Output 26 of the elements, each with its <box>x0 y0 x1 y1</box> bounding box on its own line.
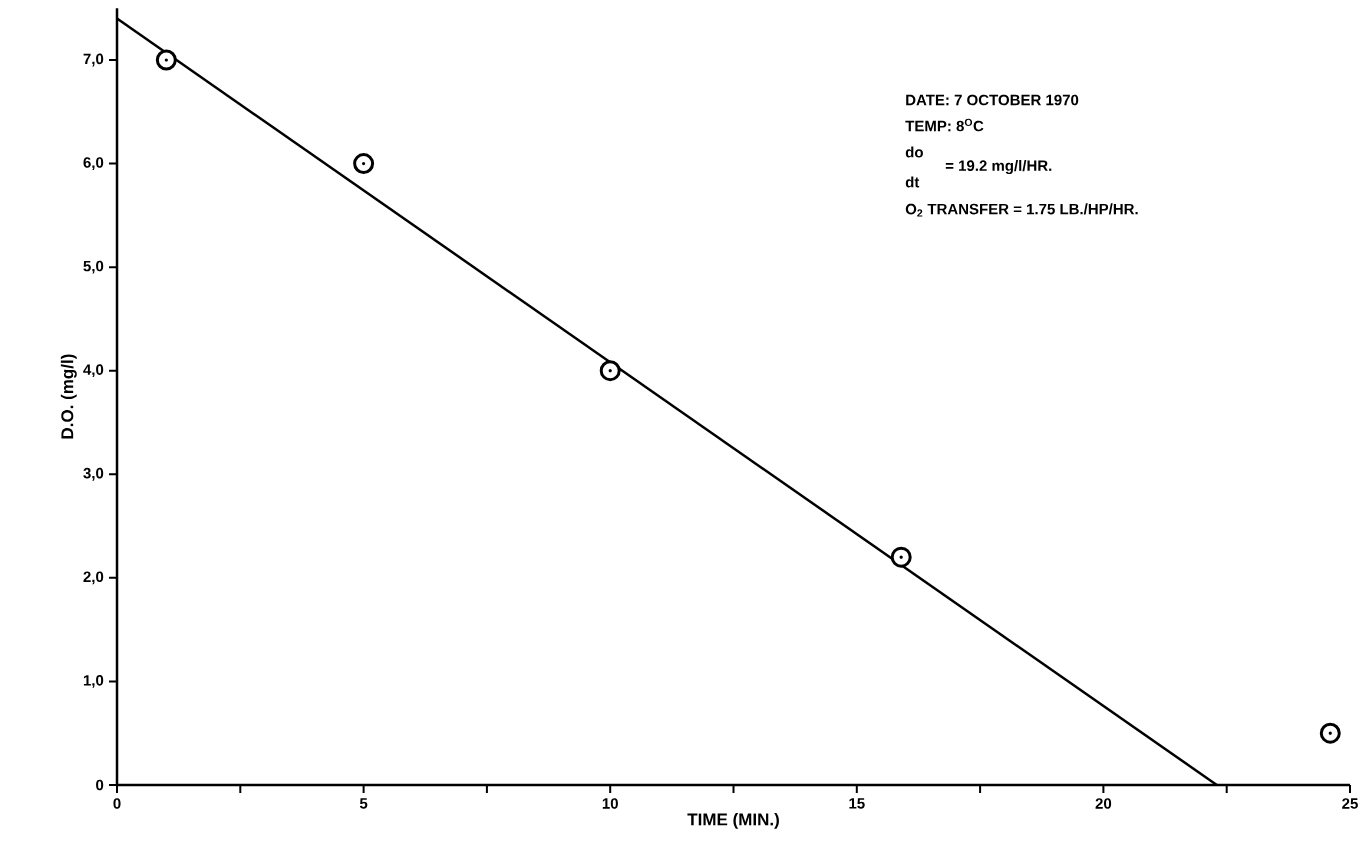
annotation: TEMP: 8$^{O}$C <box>905 118 984 132</box>
x-tick-label: 10 <box>602 798 618 809</box>
y-tick-label: 3,0 <box>83 467 104 481</box>
y-tick-label: 4,0 <box>83 364 104 378</box>
y-tick-label: 5,0 <box>83 260 104 274</box>
annotation: O$_{2}$ TRANSFER = 1.75 LB./HP/HR. <box>905 203 1138 217</box>
point <box>890 546 912 568</box>
y-tick-label: 6,0 <box>83 157 104 170</box>
point <box>155 49 177 71</box>
y-tick-label: 7,0 <box>83 53 104 67</box>
y-tick-label: 1,0 <box>83 675 104 688</box>
x-axis-title: TIME (MIN.) <box>687 813 779 829</box>
x-tick-label: 15 <box>849 798 865 809</box>
point <box>599 360 621 382</box>
annotation: dt <box>905 176 920 188</box>
x-tick-label: 0 <box>113 798 121 809</box>
annotation: DATE: 7 OCTOBER 1970 <box>906 94 1079 106</box>
annotation: do <box>905 146 923 158</box>
x-tick-label: 5 <box>359 798 368 809</box>
annotation: = 19.2 mg/l/HR. <box>945 159 1052 175</box>
x-tick-label: 25 <box>1342 798 1358 809</box>
point <box>353 153 375 175</box>
y-axis-title: D.O. (mg/l) <box>60 354 77 439</box>
x-tick-label: 20 <box>1095 798 1112 809</box>
y-tick-label: 2,0 <box>83 571 104 585</box>
y-tick-label: 0 <box>96 779 104 791</box>
